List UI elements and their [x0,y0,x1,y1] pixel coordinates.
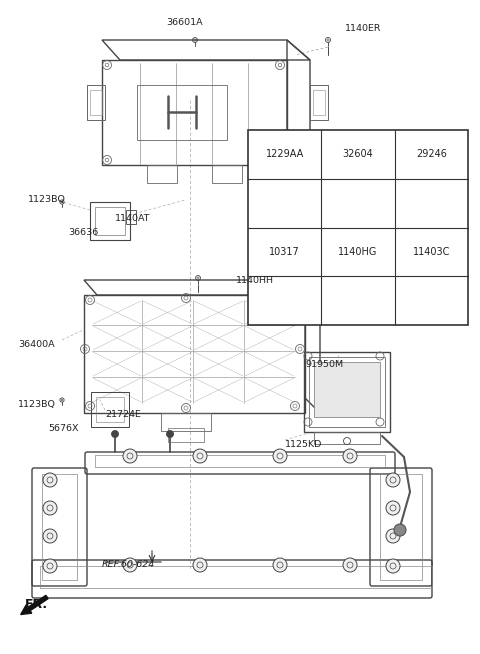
Circle shape [43,529,57,543]
Bar [42,474,77,580]
Bar [95,207,125,235]
Text: FR.: FR. [25,598,48,611]
Text: 1123BQ: 1123BQ [28,195,66,204]
Bar [84,295,305,413]
Text: 29246: 29246 [416,149,447,160]
Circle shape [111,430,119,438]
Bar [304,352,390,432]
Bar [96,397,124,422]
Circle shape [386,473,400,487]
Text: REF.60-624: REF.60-624 [102,560,155,569]
Text: 5676X: 5676X [48,424,79,433]
Text: 1123BQ: 1123BQ [18,400,56,409]
Circle shape [123,449,137,463]
Circle shape [273,558,287,572]
Text: 1140HH: 1140HH [236,276,274,285]
Bar [87,85,105,120]
Circle shape [43,559,57,573]
Text: 32604: 32604 [343,149,373,160]
Circle shape [386,529,400,543]
Text: 1140ER: 1140ER [345,24,382,33]
Circle shape [193,449,207,463]
Bar [314,362,380,417]
Text: 1140AT: 1140AT [115,214,151,223]
Bar [90,90,102,115]
Bar [212,165,242,183]
Text: 10317: 10317 [269,247,300,257]
Bar [95,455,385,467]
Circle shape [123,558,137,572]
Bar [91,392,129,427]
Bar [168,428,204,442]
Text: 1140HG: 1140HG [338,247,378,257]
Bar [313,90,325,115]
Text: 36636: 36636 [68,228,98,237]
Circle shape [343,449,357,463]
Bar [310,85,328,120]
Bar [102,60,287,165]
Bar [161,413,211,431]
Circle shape [43,501,57,515]
Text: 36601A: 36601A [167,18,204,27]
Bar [126,210,136,224]
Circle shape [43,473,57,487]
Bar [137,85,227,140]
Text: 36400A: 36400A [18,340,55,349]
Circle shape [167,430,173,438]
Bar [309,357,385,427]
Text: 1125KD: 1125KD [285,440,323,449]
Bar [40,566,432,588]
Text: 91950M: 91950M [305,360,343,369]
Text: 1229AA: 1229AA [265,149,304,160]
Text: 21724E: 21724E [105,410,141,419]
Bar [380,474,422,580]
Circle shape [343,558,357,572]
Bar [147,165,177,183]
Circle shape [386,559,400,573]
Bar [90,202,130,240]
Text: 11403C: 11403C [413,247,450,257]
Circle shape [386,501,400,515]
FancyArrow shape [21,595,48,615]
Circle shape [394,524,406,536]
Circle shape [193,558,207,572]
Bar [248,130,468,325]
Circle shape [273,449,287,463]
Bar [314,432,380,444]
